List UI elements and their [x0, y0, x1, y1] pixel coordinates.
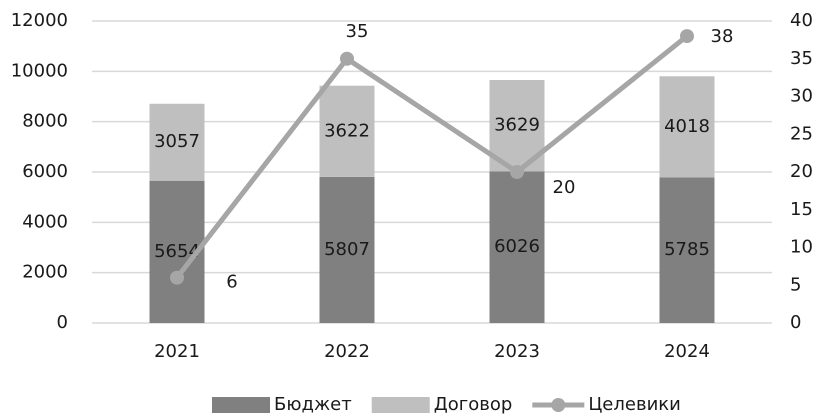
- bar-value-label: 4018: [664, 116, 710, 137]
- bar-value-label: 5654: [154, 241, 200, 262]
- x-tick-label: 2023: [494, 341, 540, 362]
- y2-tick-label: 40: [790, 10, 813, 31]
- y-tick-label: 2000: [22, 262, 68, 283]
- y-tick-label: 6000: [22, 161, 68, 182]
- y2-tick-label: 10: [790, 237, 813, 258]
- line-value-label: 20: [553, 177, 576, 198]
- x-tick-label: 2021: [154, 341, 200, 362]
- bar-value-label: 6026: [494, 236, 540, 257]
- x-tick-label: 2022: [324, 341, 370, 362]
- x-tick-label: 2024: [664, 341, 710, 362]
- legend-label: Бюджет: [274, 394, 352, 415]
- y-tick-label: 12000: [11, 10, 68, 31]
- line-value-label: 6: [226, 272, 237, 293]
- line-value-label: 38: [711, 26, 734, 47]
- y2-tick-label: 20: [790, 161, 813, 182]
- bar-value-label: 5807: [324, 239, 370, 260]
- legend-label: Целевики: [588, 394, 681, 415]
- legend-marker: [551, 398, 566, 412]
- y-tick-label: 8000: [22, 111, 68, 132]
- y2-tick-label: 35: [790, 48, 813, 69]
- line-marker: [510, 165, 524, 179]
- line-value-label: 35: [346, 21, 369, 42]
- bar-value-label: 3622: [324, 120, 370, 141]
- legend-swatch: [212, 397, 270, 413]
- y2-tick-label: 30: [790, 86, 813, 107]
- bar-segment: [659, 177, 715, 323]
- y2-tick-label: 5: [790, 274, 801, 295]
- y-tick-label: 10000: [11, 60, 68, 81]
- bar-segment: [659, 76, 715, 178]
- bar-value-label: 5785: [664, 239, 710, 260]
- line: [175, 34, 689, 280]
- bar-value-label: 3057: [154, 131, 200, 152]
- line-marker: [680, 29, 694, 44]
- bar-value-label: 3629: [494, 115, 540, 136]
- y-tick-label: 4000: [22, 211, 68, 232]
- y2-tick-label: 15: [790, 199, 813, 220]
- bar-segment: [319, 85, 375, 177]
- bar-segment: [489, 171, 545, 323]
- line-marker: [170, 270, 184, 285]
- line-marker: [340, 51, 354, 66]
- y-tick-label: 0: [57, 312, 68, 333]
- legend-swatch: [371, 397, 430, 413]
- legend-label: Договор: [434, 394, 513, 415]
- y2-tick-label: 0: [790, 312, 801, 333]
- bar-segment: [319, 176, 375, 323]
- bar-segment: [149, 103, 205, 181]
- y2-tick-label: 25: [790, 123, 813, 144]
